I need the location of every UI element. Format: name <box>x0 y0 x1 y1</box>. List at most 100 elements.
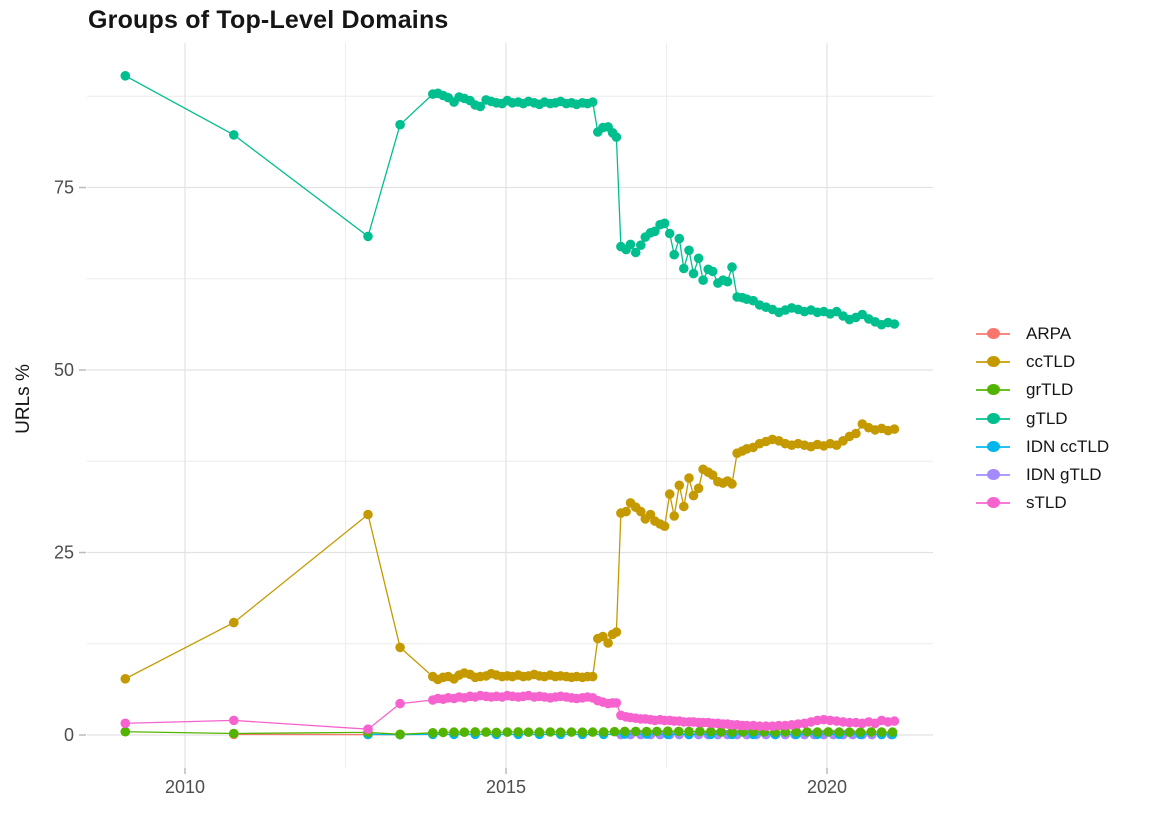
data-point <box>587 727 598 737</box>
legend-key-icon <box>976 412 1010 426</box>
data-point <box>707 470 718 480</box>
y-tick-label: 75 <box>54 178 74 198</box>
data-point <box>566 727 577 737</box>
legend-item-stld: sTLD <box>976 492 1067 514</box>
legend-dot-icon <box>987 497 1000 509</box>
data-point <box>889 424 900 434</box>
data-point <box>120 71 131 81</box>
data-point <box>459 727 470 737</box>
data-point <box>684 473 694 483</box>
legend-key-icon <box>976 496 1010 510</box>
x-tick-label: 2015 <box>486 777 526 797</box>
data-point <box>663 726 673 736</box>
data-point <box>555 727 566 737</box>
legend-item-grtld: grTLD <box>976 379 1073 401</box>
data-point <box>534 727 545 737</box>
data-point <box>674 233 685 244</box>
data-point <box>727 479 737 489</box>
data-point <box>475 101 486 112</box>
data-point <box>659 218 670 229</box>
data-point <box>851 428 861 439</box>
data-point <box>652 726 662 737</box>
y-tick-label: 50 <box>54 360 74 380</box>
data-point <box>470 727 481 737</box>
legend-item-arpa: ARPA <box>976 323 1071 345</box>
x-tick-label: 2010 <box>165 777 205 797</box>
data-point <box>438 727 448 738</box>
data-point <box>630 726 641 737</box>
series-line <box>125 423 895 681</box>
legend-item-cctld: ccTLD <box>976 351 1075 373</box>
legend-item-idn-gtld: IDN gTLD <box>976 464 1102 486</box>
data-point <box>722 276 733 287</box>
data-point <box>598 631 608 642</box>
data-point <box>650 226 660 237</box>
data-point <box>693 483 704 494</box>
data-point <box>395 642 405 653</box>
data-point <box>727 262 737 272</box>
data-point <box>611 132 622 142</box>
series-gtld <box>120 71 900 330</box>
data-point <box>428 728 438 738</box>
legend-key-icon <box>976 327 1010 341</box>
data-point <box>684 245 694 256</box>
data-point <box>855 727 866 737</box>
legend-label: IDN gTLD <box>1026 465 1102 484</box>
legend-dot-icon <box>987 440 1000 452</box>
data-point <box>363 231 373 242</box>
data-point <box>664 228 675 239</box>
data-point <box>802 727 812 737</box>
legend-dot-icon <box>987 328 1000 339</box>
series-grtld <box>120 726 898 740</box>
data-point <box>698 275 708 286</box>
series-line <box>124 75 895 326</box>
data-point <box>673 726 684 737</box>
legend-item-idn-cctld: IDN ccTLD <box>976 436 1109 458</box>
data-point <box>545 727 556 737</box>
data-point <box>120 674 131 684</box>
data-point <box>669 511 679 521</box>
data-point <box>684 726 694 737</box>
data-point <box>664 489 675 499</box>
data-point <box>866 727 877 737</box>
data-point <box>889 319 900 329</box>
legend-label: sTLD <box>1026 493 1067 513</box>
data-point <box>229 617 239 628</box>
data-point <box>625 239 636 250</box>
data-point <box>812 727 823 737</box>
y-tick-label: 25 <box>54 543 74 563</box>
legend-label: grTLD <box>1026 380 1074 400</box>
series-cctld <box>120 419 900 685</box>
data-point <box>609 726 620 737</box>
data-point <box>695 726 705 737</box>
data-point <box>636 240 646 250</box>
data-point <box>611 627 622 637</box>
legend-key-icon <box>976 355 1010 369</box>
data-point <box>363 724 373 734</box>
data-point <box>876 727 887 737</box>
data-point <box>630 247 641 258</box>
data-point <box>834 727 844 737</box>
data-point <box>621 506 631 517</box>
data-point <box>791 727 801 737</box>
legend-dot-icon <box>987 356 1000 368</box>
x-tick-label: 2020 <box>807 777 847 797</box>
data-point <box>636 506 646 517</box>
data-point <box>491 727 502 738</box>
data-point <box>395 698 405 709</box>
data-point <box>641 726 652 737</box>
data-point <box>229 728 239 739</box>
data-point <box>823 727 834 737</box>
data-point <box>229 715 239 726</box>
data-point <box>502 727 513 737</box>
data-point <box>587 97 598 107</box>
data-point <box>620 726 630 737</box>
legend-item-gtld: gTLD <box>976 408 1068 430</box>
legend-key-icon <box>976 383 1010 397</box>
data-point <box>577 727 588 737</box>
data-point <box>707 266 718 277</box>
data-point <box>659 521 670 531</box>
data-point <box>611 698 622 708</box>
